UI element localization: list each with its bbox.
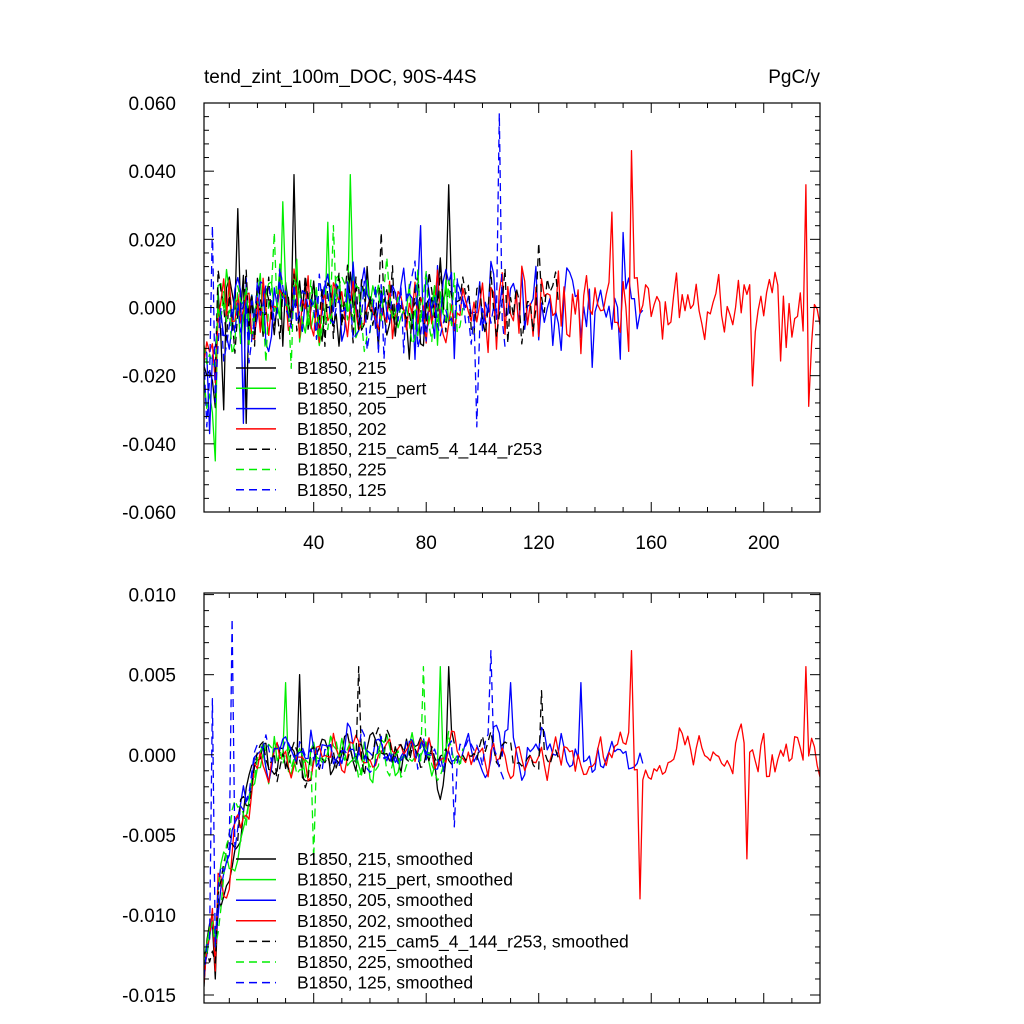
legend-label: B1850, 215: [297, 358, 387, 378]
legend-label: B1850, 205: [297, 399, 387, 419]
legend-label: B1850, 215_pert, smoothed: [297, 870, 513, 891]
bottom-ticks: -0.015 -0.010 -0.005 0.000 0.005 0.010: [122, 586, 820, 1007]
top-panel: tend_zint_100m_DOC, 90S-44S PgC/y -0.060…: [122, 67, 821, 554]
legend-label: B1850, 215_pert: [297, 378, 427, 399]
y-tick-label: -0.020: [122, 367, 176, 388]
x-tick-label: 80: [416, 533, 437, 554]
series-line: [204, 666, 464, 967]
legend-label: B1850, 202: [297, 419, 387, 439]
legend-label: B1850, 125: [297, 480, 387, 500]
series-line: [204, 225, 464, 370]
y-tick-label: 0.040: [128, 162, 176, 183]
y-tick-label: 0.005: [128, 666, 176, 687]
top-series-group: [204, 112, 820, 462]
legend-label: B1850, 125, smoothed: [297, 973, 473, 993]
top-ticks: -0.060 -0.040 -0.020 0.000 0.020 0.040 0.060 40…: [122, 94, 820, 554]
legend-label: B1850, 215, smoothed: [297, 849, 473, 869]
y-tick-label: -0.015: [122, 986, 176, 1007]
y-tick-label: -0.040: [122, 435, 176, 456]
bottom-panel: -0.015 -0.010 -0.005 0.000 0.005 0.010 B1850,…: [122, 586, 821, 1007]
y-tick-label: 0.000: [128, 746, 176, 767]
x-tick-label: 120: [523, 533, 555, 554]
x-tick-label: 40: [303, 533, 324, 554]
legend-label: B1850, 215_cam5_4_144_r253, smoothed: [297, 931, 629, 952]
y-tick-label: 0.000: [128, 299, 176, 320]
y-tick-label: 0.020: [128, 230, 176, 251]
legend-label: B1850, 202, smoothed: [297, 911, 473, 931]
y-tick-label: -0.005: [122, 826, 176, 847]
x-tick-label: 160: [635, 533, 667, 554]
y-tick-label: -0.060: [122, 503, 176, 524]
bottom-series-group: [204, 617, 820, 987]
y-tick-label: 0.010: [128, 586, 176, 607]
y-tick-label: 0.060: [128, 94, 176, 115]
legend-label: B1850, 205, smoothed: [297, 890, 473, 910]
legend-label: B1850, 225: [297, 460, 387, 480]
bottom-plot-frame: [203, 592, 821, 1004]
series-line: [204, 650, 820, 983]
legend-label: B1850, 225, smoothed: [297, 952, 473, 972]
units-label: PgC/y: [768, 67, 820, 88]
top-panel-title: tend_zint_100m_DOC, 90S-44S: [204, 67, 477, 88]
x-tick-label: 200: [748, 533, 780, 554]
y-tick-label: -0.010: [122, 906, 176, 927]
legend-label: B1850, 215_cam5_4_144_r253: [297, 439, 542, 460]
